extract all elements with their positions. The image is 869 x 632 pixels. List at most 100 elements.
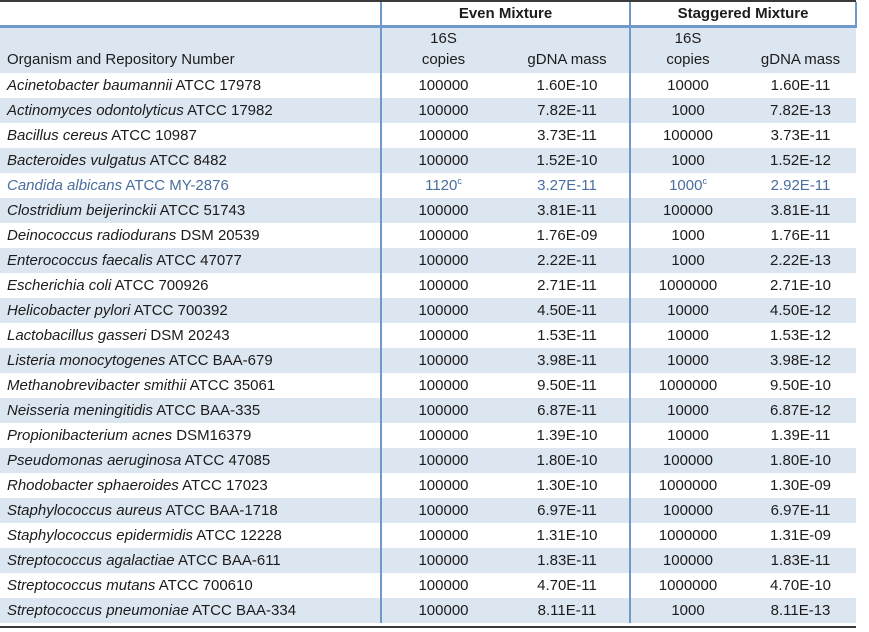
staggered-16s-copies-value: 10000 [629, 347, 745, 373]
organism-cell: Actinomyces odontolyticus ATCC 17982 [0, 98, 381, 123]
even-16s-copies-value: 100000 [380, 472, 505, 498]
organism-name: Streptococcus agalactiae [7, 551, 175, 569]
even-gdna-mass-value: 6.97E-11 [537, 501, 597, 519]
repository-number: ATCC BAA-611 [177, 551, 281, 569]
repository-number: ATCC BAA-334 [192, 601, 297, 619]
organism-name: Streptococcus pneumoniae [7, 601, 189, 619]
even-16s-copies-value: 100000 [380, 272, 505, 298]
organism-cell: Escherichia coli ATCC 700926 [0, 273, 381, 298]
group-header-row: Even Mixture Staggered Mixture [0, 2, 857, 28]
even-mixture-header: Even Mixture [380, 2, 630, 28]
repository-number: ATCC 17023 [182, 476, 268, 494]
organism-name: Deinococcus radiodurans [7, 226, 177, 244]
table-row: Pseudomonas aeruginosa ATCC 47085 100000… [0, 447, 856, 473]
corner-cell [0, 2, 381, 28]
staggered-gdna-mass-value: 1.60E-11 [770, 76, 831, 94]
organism-name: Rhodobacter sphaeroides [7, 476, 179, 494]
organism-cell: Streptococcus pneumoniae ATCC BAA-334 [0, 598, 381, 623]
even-gdna-mass-value: 1.80E-10 [536, 451, 598, 469]
table-row: Actinomyces odontolyticus ATCC 17982 100… [0, 97, 856, 123]
organism-name: Methanobrevibacter smithii [7, 376, 187, 394]
staggered-16s-copies-value: 10000 [629, 422, 745, 448]
table-row: Helicobacter pylori ATCC 700392 100000 4… [0, 297, 856, 323]
even-16s-copies-value: 100000 [380, 347, 505, 373]
sub-header-row: Organism and Repository Number 16S copie… [0, 26, 856, 73]
staggered-gdna-mass-value: 1.83E-11 [770, 551, 831, 569]
repository-number: ATCC 47077 [156, 251, 242, 269]
staggered-16s-copies-value: 1000000 [629, 272, 745, 298]
organism-cell: Staphylococcus epidermidis ATCC 12228 [0, 523, 381, 548]
staggered-gdna-mass-value: 3.98E-12 [770, 351, 831, 369]
organism-cell: Staphylococcus aureus ATCC BAA-1718 [0, 498, 381, 523]
staggered-gdna-mass-value: 7.82E-13 [770, 101, 831, 119]
even-gdna-mass-value: 1.53E-11 [537, 326, 597, 344]
organism-cell: Pseudomonas aeruginosa ATCC 47085 [0, 448, 381, 473]
staggered-gdna-mass-value: 6.97E-11 [770, 501, 831, 519]
even-copies-label: copies [421, 50, 466, 68]
organism-cell: Methanobrevibacter smithii ATCC 35061 [0, 373, 381, 398]
even-16s-copies-value: 100000 [380, 97, 505, 123]
table-row: Bacteroides vulgatus ATCC 8482 100000 1.… [0, 147, 856, 173]
staggered-gdna-mass-value: 1.31E-09 [770, 526, 831, 544]
even-16s-copies-value: 100000 [380, 247, 505, 273]
even-gdna-mass-value: 7.82E-11 [537, 101, 597, 119]
even-16s-copies-value: 100000 [380, 197, 505, 223]
repository-number: ATCC 17978 [175, 76, 262, 94]
even-gdna-mass-value: 4.70E-11 [537, 576, 597, 594]
organism-cell: Deinococcus radiodurans DSM 20539 [0, 223, 381, 248]
organism-cell: Enterococcus faecalis ATCC 47077 [0, 248, 381, 273]
even-gdna-mass-value: 1.83E-11 [537, 551, 597, 569]
staggered-16s-copies-header: 16S copies [629, 26, 745, 73]
repository-number: ATCC 35061 [189, 376, 276, 394]
repository-number: ATCC 17982 [187, 101, 273, 119]
table-row: Methanobrevibacter smithii ATCC 35061 10… [0, 372, 856, 398]
even-gdna-mass-header: gDNA mass [527, 50, 607, 68]
repository-number: DSM 20539 [180, 226, 260, 244]
organism-cell: Lactobacillus gasseri DSM 20243 [0, 323, 381, 348]
table-row: Lactobacillus gasseri DSM 20243 100000 1… [0, 322, 856, 348]
staggered-gdna-mass-value: 2.71E-10 [770, 276, 831, 294]
repository-number: ATCC BAA-679 [168, 351, 273, 369]
staggered-gdna-mass-value: 1.76E-11 [770, 226, 831, 244]
staggered-16s-copies-value: 10000 [629, 72, 745, 98]
organism-name: Pseudomonas aeruginosa [7, 451, 182, 469]
even-gdna-mass-value: 3.73E-11 [537, 126, 597, 144]
table-row: Acinetobacter baumannii ATCC 17978 10000… [0, 72, 856, 98]
staggered-16s-copies-value: 10000 [629, 322, 745, 348]
even-16s-copies-value: 100000 [380, 572, 505, 598]
staggered-gdna-mass-value: 3.81E-11 [770, 201, 831, 219]
staggered-16s-label: 16S [674, 29, 702, 47]
organism-cell: Propionibacterium acnes DSM16379 [0, 423, 381, 448]
table-row: Staphylococcus aureus ATCC BAA-1718 1000… [0, 497, 856, 523]
repository-number: ATCC 8482 [149, 151, 227, 169]
even-16s-copies-value: 100000 [380, 72, 505, 98]
staggered-16s-copies-value: 1000 [629, 222, 745, 248]
staggered-16s-copies-value: 100000 [629, 447, 745, 473]
staggered-gdna-mass-value: 2.22E-13 [770, 251, 831, 269]
staggered-16s-copies-value: 100000 [629, 197, 745, 223]
staggered-gdna-mass-value: 2.92E-11 [770, 176, 831, 194]
even-gdna-mass-value: 1.39E-10 [536, 426, 598, 444]
even-16s-copies-value: 100000 [380, 447, 505, 473]
organism-name: Clostridium beijerinckii [7, 201, 157, 219]
table-row: Streptococcus mutans ATCC 700610 100000 … [0, 572, 856, 598]
staggered-16s-copies-value: 1000 [629, 597, 745, 623]
repository-number: ATCC BAA-335 [156, 401, 261, 419]
table-row: Listeria monocytogenes ATCC BAA-679 1000… [0, 347, 856, 373]
organism-name: Lactobacillus gasseri [7, 326, 147, 344]
even-16s-copies-value: 100000 [380, 497, 505, 523]
repository-number: DSM 20243 [150, 326, 230, 344]
organism-name: Helicobacter pylori [7, 301, 131, 319]
even-16s-copies-value: 100000 [380, 147, 505, 173]
even-gdna-mass-value: 1.52E-10 [536, 151, 598, 169]
repository-number: ATCC 700610 [158, 576, 253, 594]
table-row: Clostridium beijerinckii ATCC 51743 1000… [0, 197, 856, 223]
repository-number: DSM16379 [176, 426, 252, 444]
even-gdna-mass-value: 8.11E-11 [537, 601, 597, 619]
table-row: Propionibacterium acnes DSM16379 100000 … [0, 422, 856, 448]
even-gdna-mass-value: 3.81E-11 [537, 201, 597, 219]
table-row: Escherichia coli ATCC 700926 100000 2.71… [0, 272, 856, 298]
organism-cell: Bacteroides vulgatus ATCC 8482 [0, 148, 381, 173]
staggered-16s-copies-value: 1000000 [629, 522, 745, 548]
staggered-gdna-mass-value: 6.87E-12 [770, 401, 831, 419]
